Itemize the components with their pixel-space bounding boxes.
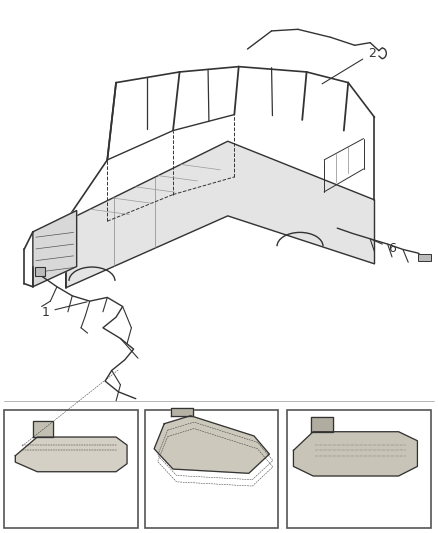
Polygon shape [33, 211, 77, 287]
Polygon shape [171, 408, 193, 416]
Polygon shape [293, 432, 417, 476]
Text: 3: 3 [21, 487, 42, 516]
Bar [145, 410, 278, 528]
Polygon shape [66, 141, 374, 288]
Text: 4: 4 [161, 486, 187, 516]
Bar [4, 410, 138, 528]
Polygon shape [154, 416, 269, 473]
Text: 6: 6 [373, 240, 396, 255]
Bar [287, 410, 431, 528]
Polygon shape [33, 421, 53, 437]
Text: 5: 5 [303, 488, 331, 516]
Polygon shape [311, 417, 333, 432]
Polygon shape [15, 437, 127, 472]
Bar [418, 254, 431, 261]
Text: 1: 1 [42, 302, 87, 319]
Bar [35, 267, 45, 276]
Text: 2: 2 [322, 47, 376, 84]
